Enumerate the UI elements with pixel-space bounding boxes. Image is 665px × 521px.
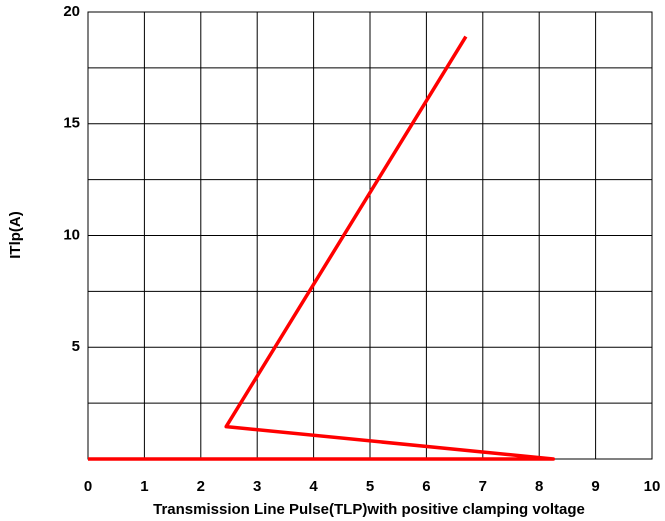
x-tick-label: 1: [140, 478, 148, 495]
x-tick-label: 10: [644, 478, 661, 495]
data-line: [88, 35, 556, 461]
x-tick-label: 8: [535, 478, 543, 495]
x-tick-label: 5: [366, 478, 374, 495]
x-tick-label: 9: [591, 478, 599, 495]
x-tick-label: 2: [197, 478, 205, 495]
x-tick-label: 0: [84, 478, 92, 495]
x-tick-label: 4: [309, 478, 318, 495]
y-tick-label: 10: [63, 226, 80, 243]
x-tick-label: 6: [422, 478, 430, 495]
x-tick-label: 7: [479, 478, 487, 495]
x-tick-label: 3: [253, 478, 261, 495]
x-axis-label: Transmission Line Pulse(TLP)with positiv…: [153, 501, 585, 518]
y-tick-label: 5: [72, 338, 80, 355]
y-axis-label: ITlp(A): [7, 211, 24, 258]
y-tick-label: 20: [63, 3, 80, 20]
y-tick-label: 15: [63, 115, 80, 132]
